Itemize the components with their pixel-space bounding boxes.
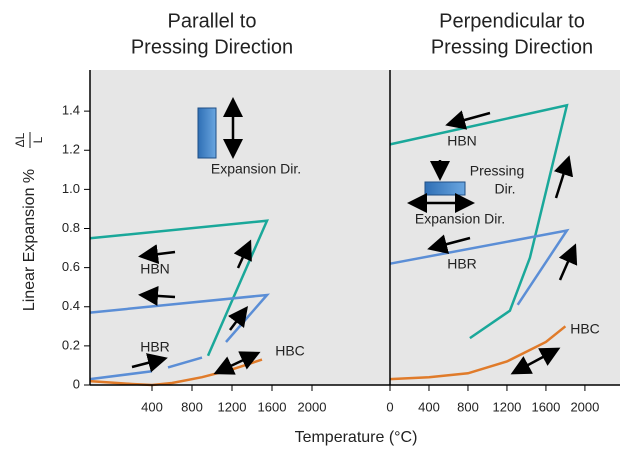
y-tick-label: 0.2: [62, 337, 80, 352]
x-label: Temperature (°C): [295, 429, 418, 446]
plots: [89, 103, 570, 387]
chart-title: Parallel to: [168, 10, 257, 32]
x-tick-label: 800: [181, 399, 203, 414]
block-icon: [197, 107, 217, 159]
y-tick-label: 0: [73, 376, 80, 391]
series-label: HBC: [275, 343, 305, 359]
x-tick-label: 1600: [531, 399, 560, 414]
y-label-numerator: ΔL: [13, 132, 27, 147]
arrow: [138, 285, 176, 306]
series-label: HBR: [447, 256, 477, 272]
x-tick-label: 400: [141, 399, 163, 414]
annotation: Expansion Dir.: [415, 211, 505, 227]
series-label: HBC: [570, 321, 600, 337]
series-label: HBR: [140, 339, 170, 355]
x-tick-label: 0: [386, 399, 393, 414]
arrow: [427, 234, 471, 254]
y-tick-label: 0.8: [62, 220, 80, 235]
block-icon: [424, 181, 466, 196]
decorations: [131, 97, 578, 375]
annotation: Dir.: [495, 181, 516, 197]
arrow: [553, 155, 574, 199]
x-tick-label: 2000: [298, 399, 327, 414]
arrow: [138, 244, 176, 265]
series-line: [389, 325, 567, 381]
x-tick-label: 1600: [258, 399, 287, 414]
annotation: Expansion Dir.: [211, 161, 301, 177]
y-axis-label: Linear Expansion % ΔL L: [13, 132, 45, 311]
y-label-denominator: L: [31, 136, 45, 143]
chart-title: Pressing Direction: [131, 36, 293, 58]
arrow: [558, 243, 578, 281]
chart-title: Perpendicular to: [439, 10, 585, 32]
y-tick-label: 0.4: [62, 298, 80, 313]
series-line: [389, 103, 569, 340]
arrow: [233, 239, 252, 269]
y-tick-label: 1.4: [62, 103, 80, 118]
arrow: [228, 306, 248, 331]
x-tick-label: 1200: [492, 399, 521, 414]
x-tick-label: 400: [418, 399, 440, 414]
arrow: [213, 351, 261, 375]
arrow: [445, 110, 491, 130]
x-tick-label: 2000: [570, 399, 599, 414]
y-tick-label: 1.2: [62, 142, 80, 157]
series-label: HBN: [140, 261, 170, 277]
chart-title: Pressing Direction: [431, 36, 593, 58]
annotation: Pressing: [470, 163, 524, 179]
x-tick-label: 1200: [218, 399, 247, 414]
plot-background: [90, 70, 620, 385]
y-tick-label: 1.0: [62, 181, 80, 196]
y-tick-label: 0.6: [62, 259, 80, 274]
y-label: Linear Expansion %: [21, 169, 38, 311]
arrow: [510, 347, 561, 375]
series-line: [89, 219, 270, 357]
x-tick-label: 800: [457, 399, 479, 414]
series-label: HBN: [447, 133, 477, 149]
arrow: [131, 353, 168, 373]
